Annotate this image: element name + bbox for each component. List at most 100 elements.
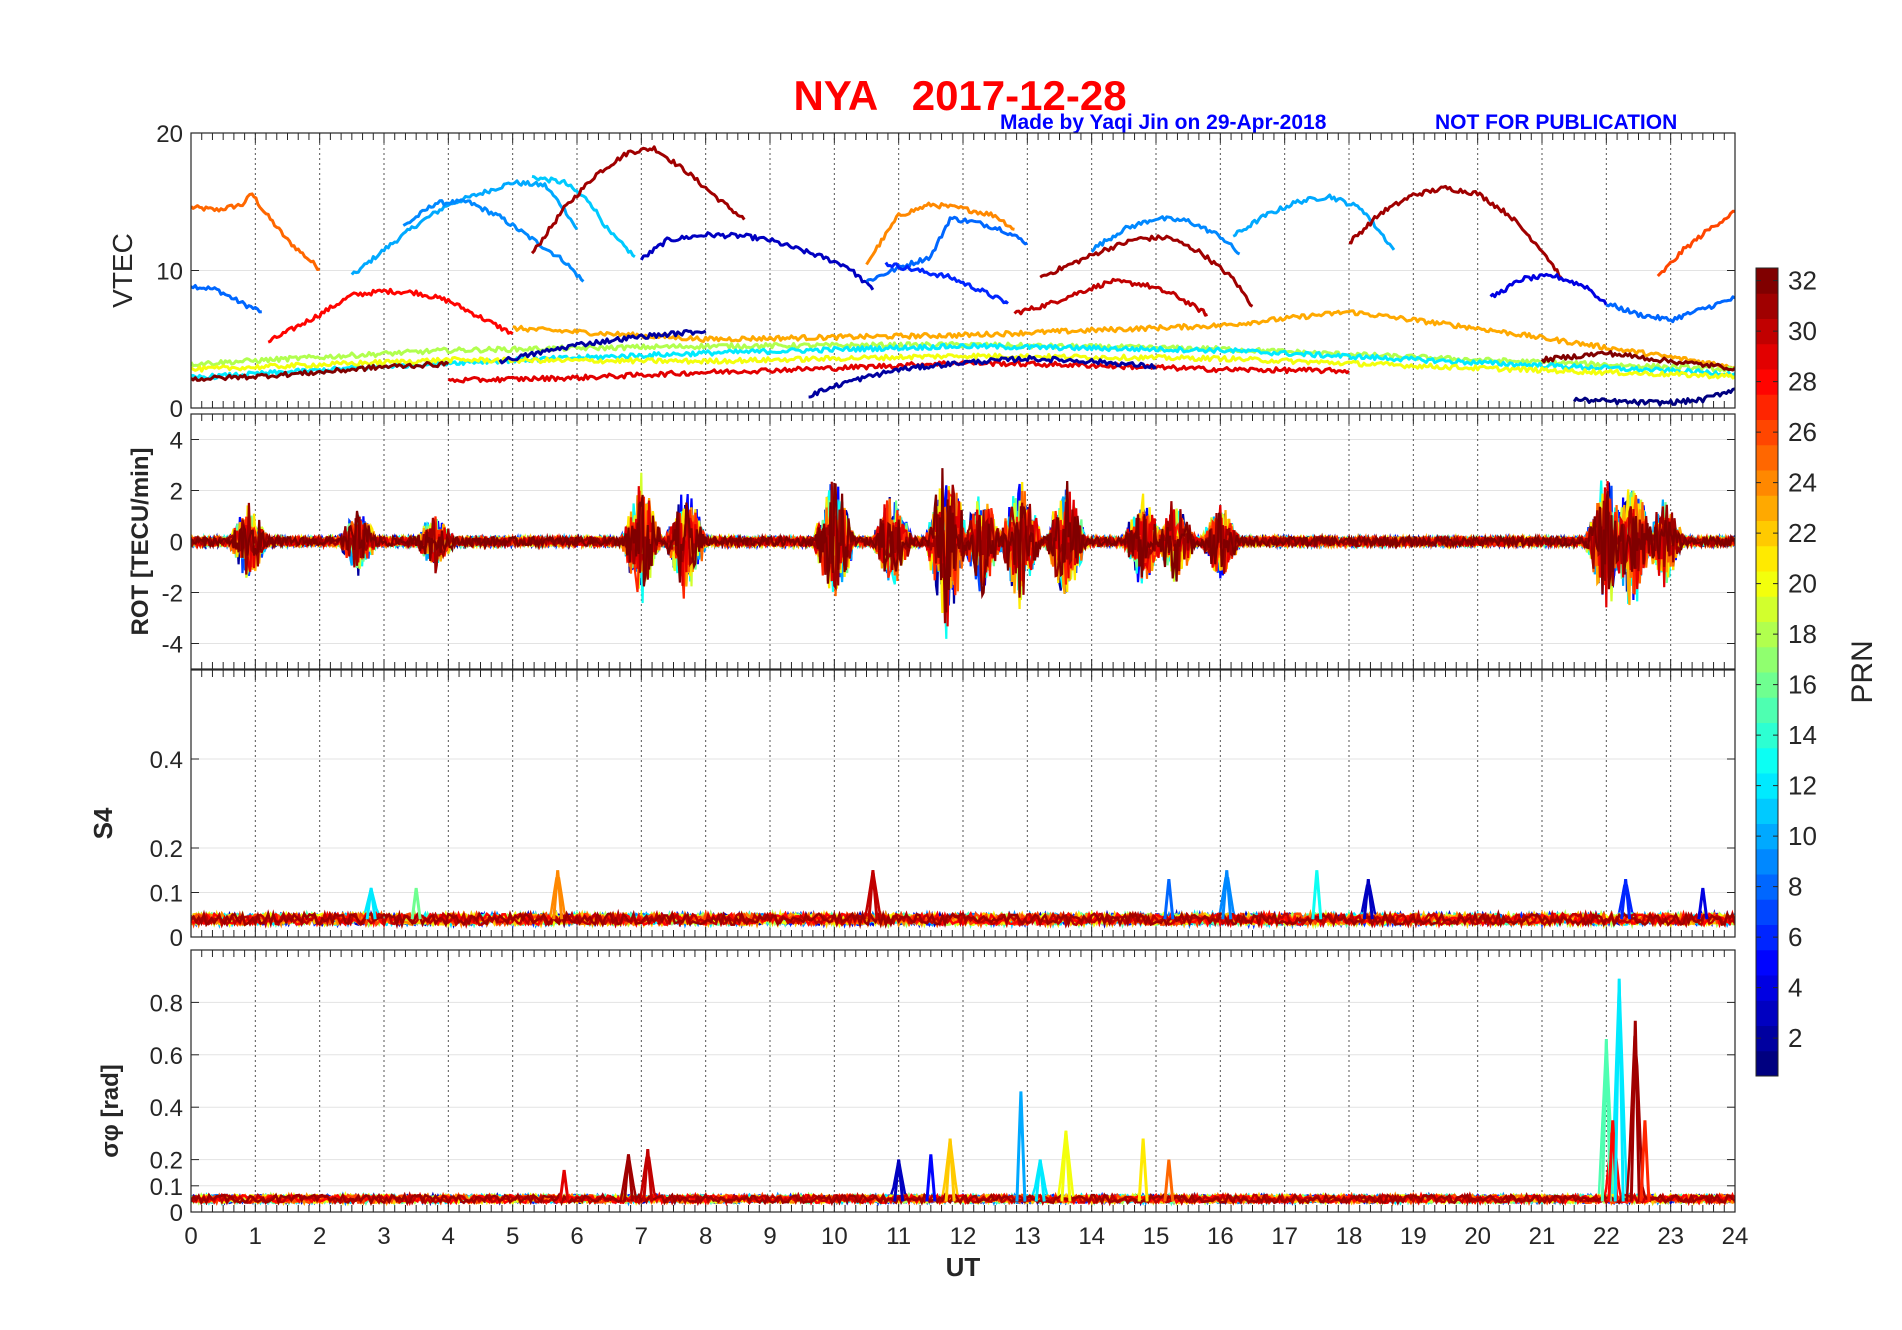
colorbar-tick-label: 2 xyxy=(1788,1023,1802,1053)
panel-sigma_phi: 00.10.20.40.60.8σφ [rad]0 1 2 3 4 5 6 7 8 9 10 11 12… xyxy=(97,949,1748,1282)
vtec-series-line xyxy=(1090,215,1241,256)
sigma_phi-series-line xyxy=(191,1035,1735,1207)
colorbar-tick-label: 14 xyxy=(1788,720,1817,750)
colorbar-tick-label: 20 xyxy=(1788,569,1817,599)
vtec-series-line xyxy=(1232,193,1396,251)
xtick-label: 0 xyxy=(184,1223,197,1250)
colorbar-tick-label: 22 xyxy=(1788,518,1817,548)
ytick-label: 0 xyxy=(170,925,183,952)
ytick-label: 0.2 xyxy=(150,836,183,863)
sigma_phi-peak-mark xyxy=(1060,1130,1072,1202)
vtec-series-line xyxy=(531,174,636,259)
colorbar-tick-label: 6 xyxy=(1788,922,1802,952)
ytick-label: 0.8 xyxy=(150,990,183,1017)
axes-frame xyxy=(190,132,1736,409)
axes-frame xyxy=(190,413,1736,670)
y-axis-label: VTEC xyxy=(107,233,138,308)
xtick-label: 13 xyxy=(1014,1223,1041,1250)
xtick-label: 12 xyxy=(950,1223,977,1250)
colorbar-swatch xyxy=(1756,798,1778,824)
plot-area-sigma_phi xyxy=(191,978,1735,1207)
colorbar-swatch xyxy=(1756,697,1778,723)
vtec-series-line xyxy=(884,261,1009,305)
sigma_phi-peak-mark xyxy=(925,1154,937,1202)
colorbar-swatch xyxy=(1756,545,1778,572)
ytick-label: 0.4 xyxy=(150,1095,183,1122)
sigma_phi-peak-mark xyxy=(622,1154,634,1202)
not-for-publication-text: NOT FOR PUBLICATION xyxy=(1435,111,1677,134)
xtick-label: 21 xyxy=(1529,1223,1556,1250)
colorbar-swatch xyxy=(1756,571,1778,597)
colorbar-swatch xyxy=(1756,1025,1778,1052)
s4-peak-mark xyxy=(1163,879,1175,920)
colorbar-tick-label: 24 xyxy=(1788,468,1817,498)
colorbar-swatch xyxy=(1756,369,1778,395)
colorbar-tick-label: 28 xyxy=(1788,367,1817,397)
colorbar-tick-label: 26 xyxy=(1788,417,1817,447)
xtick-label: 6 xyxy=(570,1223,583,1250)
colorbar-tick-label: 32 xyxy=(1788,266,1817,296)
vtec-series-line xyxy=(1572,387,1735,407)
ytick-label: 0.1 xyxy=(150,1174,183,1201)
axes-frame xyxy=(190,949,1736,1213)
sigma_phi-peak-mark xyxy=(1137,1138,1149,1202)
axes-frame xyxy=(190,669,1736,938)
vtec-series-line xyxy=(191,192,320,271)
colorbar-swatch xyxy=(1756,823,1778,850)
ytick-label: 0 xyxy=(170,530,183,557)
vtec-series-line xyxy=(512,309,1735,370)
sigma_phi-peak-mark xyxy=(893,1159,905,1202)
vtec-series-line xyxy=(267,287,514,344)
panel-vtec: 0 10 20 VTEC xyxy=(107,121,1736,423)
xtick-label: 23 xyxy=(1657,1223,1684,1250)
colorbar-swatch xyxy=(1756,520,1778,547)
xtick-label: 4 xyxy=(442,1223,455,1250)
ytick-label: -4 xyxy=(162,632,183,659)
xtick-label: 2 xyxy=(313,1223,326,1250)
panel-rot: -4 -2 0 2 4 ROT [TECU/min] xyxy=(127,413,1736,670)
colorbar-swatch xyxy=(1756,343,1778,370)
colorbar-tick-label: 8 xyxy=(1788,872,1802,902)
vtec-series-line xyxy=(530,145,746,255)
s4-peak-mark xyxy=(1311,870,1323,920)
sigma_phi-peak-mark xyxy=(558,1169,570,1202)
colorbar-swatch xyxy=(1756,318,1778,345)
xtick-label: 20 xyxy=(1464,1223,1491,1250)
colorbar-swatch xyxy=(1756,419,1778,446)
s4-peak-mark xyxy=(1697,887,1709,920)
xtick-label: 18 xyxy=(1336,1223,1363,1250)
vtec-series-line xyxy=(865,201,1015,266)
sigma_phi-peak-mark xyxy=(1015,1091,1027,1202)
colorbar-swatch xyxy=(1756,444,1778,471)
ytick-label: 0.4 xyxy=(150,747,183,774)
vtec-series-line xyxy=(865,215,1028,283)
sigma_phi-peak-mark xyxy=(1163,1159,1175,1202)
colorbar-swatch xyxy=(1756,495,1778,521)
ytick-label: 10 xyxy=(156,259,183,286)
colorbar-swatch xyxy=(1756,672,1778,698)
ytick-label: 4 xyxy=(170,428,183,455)
colorbar-swatch xyxy=(1756,596,1778,622)
vtec-series-line xyxy=(1605,295,1735,324)
ytick-label: 20 xyxy=(156,121,183,148)
sigma_phi-peak-mark xyxy=(1613,978,1625,1202)
xtick-label: 14 xyxy=(1078,1223,1105,1250)
plot-area-vtec xyxy=(191,145,1735,407)
vtec-series-line xyxy=(639,231,875,291)
sigma_phi-peak-mark xyxy=(1034,1159,1046,1202)
colorbar-swatch xyxy=(1756,848,1778,875)
xtick-label: 5 xyxy=(506,1223,519,1250)
xtick-label: 15 xyxy=(1143,1223,1170,1250)
s4-peak-mark xyxy=(867,870,879,920)
vtec-series-line xyxy=(498,329,707,365)
sigma_phi-peak-mark xyxy=(642,1149,654,1202)
colorbar-frame xyxy=(1755,267,1779,1077)
colorbar-swatch xyxy=(1756,924,1778,951)
s4-peak-mark xyxy=(1620,879,1632,920)
vtec-series-line xyxy=(1013,277,1208,317)
colorbar-swatch xyxy=(1756,899,1778,925)
colorbar-swatch xyxy=(1756,975,1778,1001)
ytick-label: -2 xyxy=(162,581,183,608)
